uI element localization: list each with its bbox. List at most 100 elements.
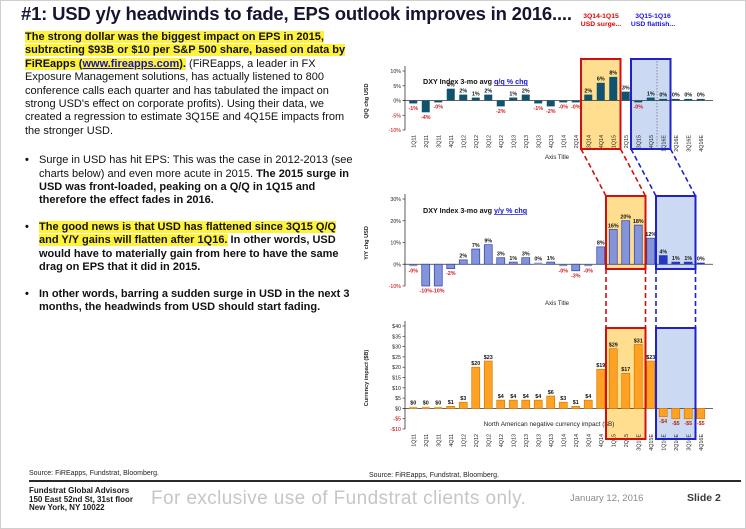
x-tick-label: 2Q16E bbox=[674, 135, 680, 152]
x-tick-label: 3Q15 bbox=[636, 135, 642, 148]
x-tick-label: 2Q12 bbox=[474, 434, 480, 447]
value-label: 0% bbox=[659, 93, 667, 99]
value-label: 1% bbox=[547, 256, 555, 262]
bullet-marker: • bbox=[25, 287, 29, 300]
value-label: -0% bbox=[633, 105, 643, 111]
y-tick-label: -10% bbox=[389, 128, 402, 134]
value-label: 0% bbox=[697, 93, 705, 99]
bar-2Q11 bbox=[421, 263, 431, 287]
bar-3Q11 bbox=[434, 100, 443, 103]
value-label: 0% bbox=[684, 93, 692, 99]
value-label: 1% bbox=[472, 91, 480, 97]
bar-3Q11 bbox=[434, 406, 443, 409]
x-tick-label: 4Q14 bbox=[599, 434, 605, 447]
x-tick-label: 1Q15 bbox=[611, 135, 617, 148]
blue-highlight-box bbox=[655, 195, 697, 270]
annotation-usd-surge-text: USD surge... bbox=[580, 21, 622, 28]
axis-title-label: Axis Title bbox=[545, 301, 570, 307]
bar-4Q12 bbox=[496, 100, 505, 107]
value-label: $3 bbox=[460, 396, 466, 402]
bar-2Q12 bbox=[471, 366, 481, 409]
x-tick-label: 4Q15E bbox=[649, 434, 655, 451]
bar-1Q12 bbox=[459, 94, 468, 101]
bar-2Q13 bbox=[521, 399, 531, 409]
bar-1Q16E bbox=[658, 408, 668, 417]
red-highlight-box bbox=[605, 327, 647, 440]
value-label: 3% bbox=[497, 252, 505, 258]
bar-2Q12 bbox=[471, 248, 481, 265]
value-label: $23 bbox=[646, 355, 655, 361]
page-title: #1: USD y/y headwinds to fade, EPS outlo… bbox=[21, 3, 572, 24]
value-label: 20% bbox=[620, 215, 631, 221]
value-label: -0% bbox=[571, 105, 581, 111]
slide-date: January 12, 2016 bbox=[570, 493, 644, 504]
x-tick-label: 3Q11 bbox=[436, 135, 442, 148]
bullet-list: • Surge in USD has hit EPS: This was the… bbox=[25, 154, 357, 314]
value-label: 8% bbox=[597, 241, 605, 247]
company-name: Fundstrat Global Advisors bbox=[29, 486, 130, 495]
value-label: $6 bbox=[548, 390, 554, 396]
chart-title: DXY Index 3-mo avg q/q % chg bbox=[423, 77, 528, 86]
value-label: 7% bbox=[472, 243, 480, 249]
x-tick-label: 2Q15 bbox=[624, 434, 630, 447]
bar-2Q15 bbox=[621, 373, 631, 409]
x-tick-label: 1Q14 bbox=[561, 434, 567, 447]
intro-paragraph: The strong dollar was the biggest impact… bbox=[25, 31, 357, 138]
value-label: $31 bbox=[634, 338, 643, 344]
x-tick-label: 2Q11 bbox=[424, 135, 430, 148]
bar-4Q14 bbox=[596, 368, 606, 409]
bar-3Q14 bbox=[583, 399, 593, 409]
bar-2Q14 bbox=[571, 263, 581, 272]
bar-3Q11 bbox=[433, 263, 443, 287]
bar-4Q16E bbox=[696, 262, 705, 265]
bar-3Q14 bbox=[584, 94, 593, 101]
bar-3Q16E bbox=[683, 261, 693, 265]
x-tick-label: 3Q12 bbox=[486, 135, 492, 148]
value-label: -4% bbox=[421, 115, 431, 121]
value-label: 8% bbox=[609, 71, 617, 77]
blue-highlight-box bbox=[655, 327, 697, 440]
value-label: $4 bbox=[535, 394, 541, 400]
fireapps-link[interactable]: www.fireapps.com bbox=[82, 57, 180, 70]
bar-1Q12 bbox=[458, 259, 468, 265]
x-tick-label: 2Q13 bbox=[524, 434, 530, 447]
bar-2Q16E bbox=[671, 98, 680, 101]
y-tick-label: $30 bbox=[392, 345, 401, 351]
bar-1Q13 bbox=[508, 399, 518, 409]
y-tick-label: 30% bbox=[390, 197, 401, 203]
value-label: 2% bbox=[584, 88, 592, 94]
source-note-left: Source: FiREapps, Fundstrat, Bloomberg. bbox=[29, 470, 159, 477]
y-tick-label: -5% bbox=[392, 113, 402, 119]
y-tick-label: $10 bbox=[392, 386, 401, 392]
x-tick-label: 4Q15 bbox=[649, 135, 655, 148]
value-label: 0% bbox=[697, 256, 705, 262]
bar-2Q14 bbox=[571, 100, 580, 103]
bar-3Q15E bbox=[633, 344, 643, 409]
value-label: $1 bbox=[573, 400, 579, 406]
value-label: $17 bbox=[621, 367, 630, 373]
value-label: -2% bbox=[446, 271, 456, 277]
y-tick-label: $40 bbox=[392, 324, 401, 330]
value-label: 6% bbox=[597, 77, 605, 83]
value-label: 1% bbox=[509, 91, 517, 97]
x-tick-label: 2Q14 bbox=[574, 135, 580, 148]
bar-1Q16E bbox=[659, 98, 668, 101]
value-label: 0% bbox=[534, 256, 542, 262]
y-tick-label: $25 bbox=[392, 355, 401, 361]
bar-3Q12 bbox=[484, 94, 493, 101]
chart-3: $40 $35 $30 $25 $20 $15 $10 $5 $0 -$5 -$10 $0 $0 $0 $1… bbox=[364, 321, 713, 451]
bar-4Q15E bbox=[646, 360, 656, 409]
y-tick-label: -$10 bbox=[390, 427, 401, 433]
red-highlight-box bbox=[580, 58, 622, 150]
bar-1Q14 bbox=[559, 100, 568, 103]
value-label: 0% bbox=[672, 93, 680, 99]
value-label: $4 bbox=[498, 394, 504, 400]
bar-3Q15 bbox=[634, 100, 643, 103]
left-panel: The strong dollar was the biggest impact… bbox=[25, 31, 357, 314]
value-label: -0% bbox=[583, 268, 593, 274]
x-tick-label: 4Q11 bbox=[449, 135, 455, 148]
chart-annotation: North American negative currency impact … bbox=[484, 421, 615, 428]
x-tick-label: 3Q16E bbox=[686, 434, 692, 451]
bar-2Q11 bbox=[421, 100, 430, 113]
x-tick-label: 2Q14 bbox=[574, 434, 580, 447]
